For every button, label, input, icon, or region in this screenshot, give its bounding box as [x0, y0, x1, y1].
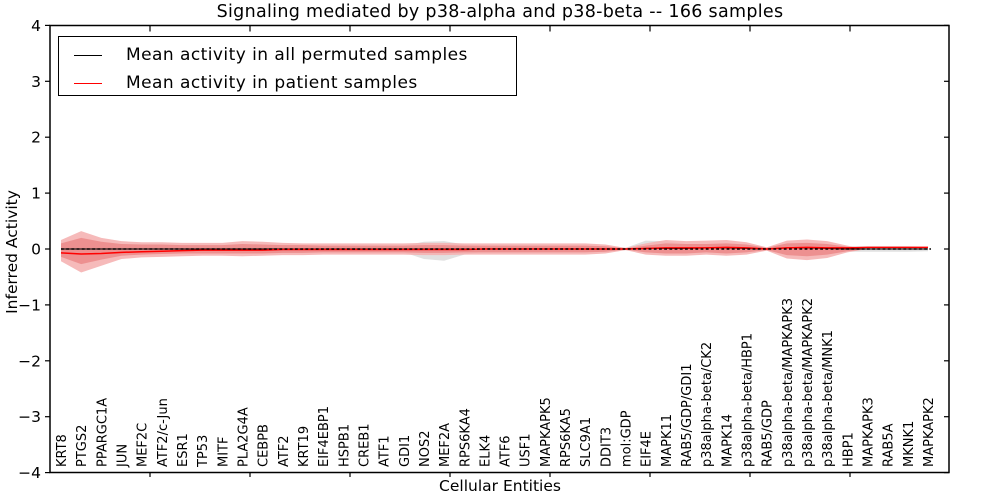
chart-title: Signaling mediated by p38-alpha and p38-…: [216, 2, 784, 22]
x-tick-label: PPARGC1A: [95, 398, 110, 467]
x-tick-label: p38alpha-beta/HBP1: [741, 333, 756, 467]
x-tick-label: ESR1: [176, 433, 191, 467]
legend-line-patient: [74, 82, 102, 84]
y-tick-label: 2: [31, 129, 41, 147]
x-tick-label: ATF1: [378, 435, 393, 467]
y-tick-label: −1: [18, 296, 41, 314]
x-tick-label: SLC9A1: [579, 417, 594, 467]
y-tick-label: −2: [18, 352, 41, 370]
x-tick-label: CREB1: [357, 423, 372, 467]
x-tick-label: HBP1: [841, 432, 856, 467]
x-tick-label: mol:GDP: [620, 410, 635, 467]
x-tick-label: DDIT3: [599, 427, 614, 467]
x-tick-label: NOS2: [418, 431, 433, 467]
x-tick-label: EIF4EBP1: [317, 406, 332, 467]
patient-samples-inner-band: [61, 237, 928, 265]
x-tick-label: MEF2A: [438, 423, 453, 467]
x-tick-label: p38alpha-beta/MAPKAPK2: [801, 298, 816, 467]
x-tick-label: ATF2: [277, 435, 292, 467]
x-tick-label: MEF2C: [136, 423, 151, 467]
x-tick-label: RPS6KA5: [559, 408, 574, 467]
x-tick-label: RPS6KA4: [458, 408, 473, 467]
y-tick-label: −4: [18, 464, 41, 482]
x-tick-label: PTGS2: [75, 425, 90, 467]
x-tick-label: MAPKAPK5: [539, 397, 554, 467]
x-tick-label: KRT19: [297, 426, 312, 467]
x-tick-label: MAPK14: [720, 414, 735, 467]
x-tick-label: PLA2G4A: [236, 407, 251, 467]
y-tick-label: 0: [31, 241, 41, 259]
x-tick-label: p38alpha-beta/MNK1: [821, 330, 836, 467]
x-tick-label: MITF: [216, 437, 231, 467]
x-tick-label: CEBPB: [257, 424, 272, 467]
y-axis-label: Inferred Activity: [3, 190, 21, 314]
x-tick-label: EIF4E: [640, 431, 655, 467]
y-tick-label: −3: [18, 408, 41, 426]
x-tick-label: MAPK11: [660, 414, 675, 467]
x-tick-label: ELK4: [478, 435, 493, 467]
legend-item: Mean activity in patient samples: [59, 69, 516, 97]
x-tick-label: TP53: [196, 435, 211, 468]
x-tick-label: MAPKAPK2: [922, 397, 937, 467]
x-tick-label: HSPB1: [337, 424, 352, 467]
y-tick-label: 4: [31, 17, 41, 35]
legend-line-permuted: [74, 54, 102, 56]
legend-label: Mean activity in patient samples: [126, 73, 418, 93]
legend-label: Mean activity in all permuted samples: [126, 45, 468, 65]
x-tick-label: ATF2/c-Jun: [156, 398, 171, 467]
x-tick-label: MAPKAPK3: [862, 397, 877, 467]
x-tick-label: ATF6: [499, 435, 514, 467]
x-axis-label: Cellular Entities: [439, 477, 561, 495]
legend: Mean activity in all permuted samples Me…: [58, 36, 517, 96]
x-tick-label: JUN: [115, 444, 130, 468]
legend-item: Mean activity in all permuted samples: [59, 41, 516, 69]
x-tick-label: RAB5/GDP: [761, 400, 776, 467]
x-tick-label: KRT8: [55, 434, 70, 467]
x-tick-label: RAB5A: [882, 423, 897, 467]
x-tick-label: USF1: [519, 433, 534, 467]
x-tick-label: MKNK1: [902, 421, 917, 467]
x-tick-label: p38alpha-beta/CK2: [700, 342, 715, 467]
y-tick-label: 3: [31, 73, 41, 91]
x-tick-label: RAB5/GDP/GDI1: [680, 364, 695, 467]
y-tick-label: 1: [31, 185, 41, 203]
x-tick-label: p38alpha-beta/MAPKAPK3: [781, 298, 796, 467]
x-tick-label: GDI1: [398, 435, 413, 467]
